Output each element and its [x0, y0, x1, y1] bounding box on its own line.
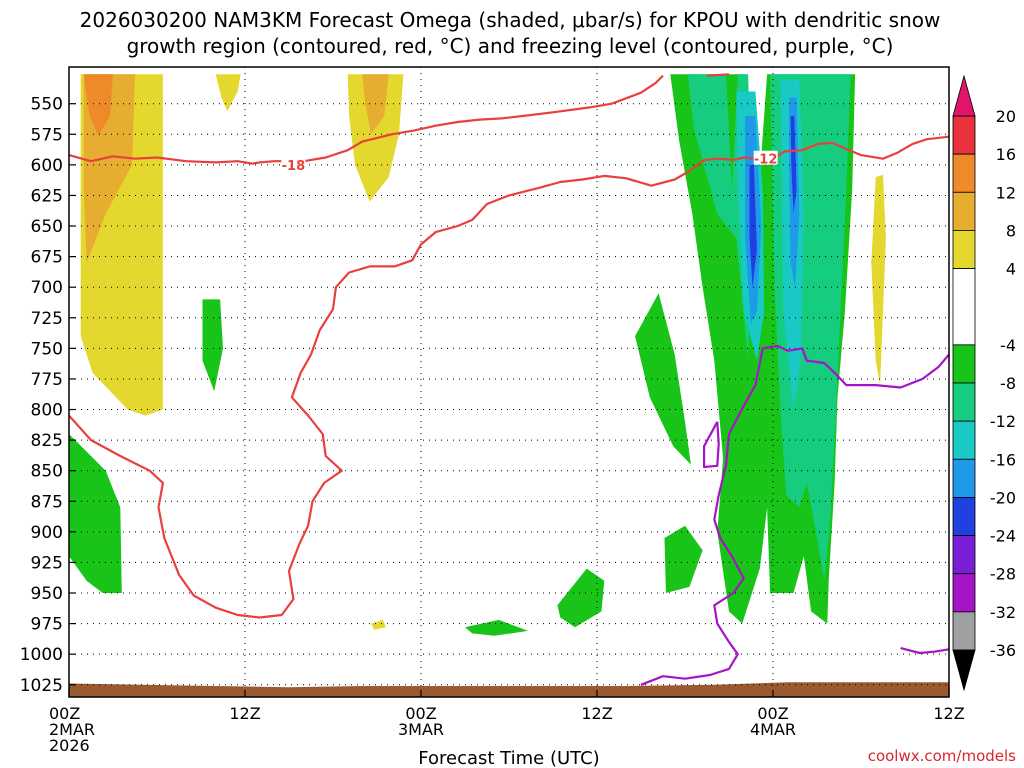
watermark: coolwx.com/models: [868, 747, 1016, 765]
y-tick-label: 1025: [20, 676, 63, 696]
contour-lines-layer: [69, 73, 949, 686]
y-tick-label: 925: [31, 553, 63, 573]
colorbar-label: -20: [990, 488, 1016, 507]
omega-8-main: [687, 74, 753, 361]
x-tick-label: 12Z: [581, 704, 612, 723]
colorbar-bin: [952, 573, 976, 613]
y-tick-label: 1000: [20, 645, 63, 665]
colorbar-under-triangle: [952, 649, 976, 692]
contour-label: -18: [282, 159, 306, 174]
colorbar-bin: [952, 153, 976, 193]
y-tick-label: 900: [31, 523, 63, 543]
colorbar-bin: [952, 115, 976, 155]
y-axis-ticks: 550 575 600 625 650 675 700 725 750 775 800 825 850 8…: [20, 95, 76, 696]
y-tick-label: 600: [31, 156, 63, 176]
colorbar-bin: [952, 344, 976, 384]
y-tick-label: 800: [31, 401, 63, 421]
y-tick-label: 750: [31, 339, 63, 359]
x-axis-label: Forecast Time (UTC): [418, 748, 599, 768]
y-tick-label: 725: [31, 309, 63, 329]
contour-labels-layer: -18 -12: [281, 150, 778, 174]
colorbar-bin: [952, 611, 976, 651]
colorbar-label: -28: [990, 565, 1016, 584]
colorbar: 20 16 12 8 4 -4 -8 -12 -16 -20 -24 -28 -32 -36: [952, 74, 1016, 692]
y-tick-label: 650: [31, 217, 63, 237]
x-tick-label: 12Z: [933, 704, 964, 723]
omega-4-cell-5: [664, 525, 703, 593]
colorbar-bin: [952, 420, 976, 460]
ground-ground: [69, 682, 949, 697]
colorbar-label: 20: [996, 107, 1016, 126]
0c-small-loop: [702, 421, 720, 469]
y-tick-label: 575: [31, 125, 63, 145]
x-tick-label: 4MAR: [750, 720, 796, 739]
plot-frame: [68, 66, 950, 698]
18c-isotherm-2: [706, 73, 730, 77]
colorbar-label: -12: [990, 412, 1016, 431]
y-tick-label: 850: [31, 462, 63, 482]
y-tick-label: 550: [31, 95, 63, 115]
contour-label: -12: [754, 153, 778, 168]
18c-isotherm: [69, 74, 664, 165]
colorbar-label: -36: [990, 641, 1016, 660]
colorbar-label: 8: [1006, 221, 1016, 240]
y-tick-label: 675: [31, 248, 63, 268]
colorbar-label: 12: [996, 183, 1016, 202]
omega-12-upper: [83, 74, 113, 136]
colorbar-label: -32: [990, 603, 1016, 622]
x-tick-label: 00Z: [405, 704, 436, 723]
12c-isotherm: [69, 135, 949, 619]
colorbar-label: 16: [996, 145, 1016, 164]
y-tick-label: 625: [31, 186, 63, 206]
colorbar-bin: [952, 458, 976, 498]
colorbar-bin: [952, 230, 976, 269]
y-tick-label: 875: [31, 492, 63, 512]
chart-title-line-2: growth region (contoured, red, °C) and f…: [127, 34, 894, 58]
colorbar-bin: [952, 382, 976, 422]
omega-4-cell-1: [202, 299, 223, 392]
colorbar-over-triangle: [952, 74, 976, 117]
colorbar-bin: [952, 497, 976, 536]
x-tick-label: 00Z: [757, 704, 788, 723]
colorbar-label: 4: [1006, 260, 1016, 279]
x-tick-label: 00Z: [49, 704, 80, 723]
omega-4-cell-2: [69, 434, 122, 593]
omega-4-dot: [371, 619, 386, 630]
colorbar-label: -16: [990, 450, 1016, 469]
contour-label-bg: [281, 156, 306, 171]
y-tick-label: 775: [31, 370, 63, 390]
chart-title-line-1: 2026030200 NAM3KM Forecast Omega (shaded…: [80, 8, 941, 32]
colorbar-bin: [952, 191, 976, 231]
colorbar-label: -4: [1000, 336, 1016, 355]
y-tick-label: 975: [31, 615, 63, 635]
contour-label-bg: [753, 150, 778, 165]
colorbar-bin: [952, 268, 976, 346]
x-tick-label: 2MAR: [49, 720, 95, 739]
colorbar-bin: [952, 535, 976, 575]
x-tick-label: 12Z: [229, 704, 260, 723]
omega-4-small-east: [871, 174, 886, 386]
x-tick-label: 3MAR: [398, 720, 444, 739]
y-tick-label: 700: [31, 278, 63, 298]
0c-freezing-level: [640, 344, 949, 686]
y-tick-label: 950: [31, 584, 63, 604]
omega-20-core-2: [790, 115, 797, 214]
omega-4-wisp: [215, 74, 241, 111]
omega-4-cell-3: [465, 619, 529, 636]
omega-8-plume: [362, 74, 389, 135]
colorbar-label: -8: [1000, 374, 1016, 393]
y-tick-label: 825: [31, 431, 63, 451]
0c-east-fragment: [900, 647, 949, 655]
omega-4-cell-4: [557, 568, 605, 628]
colorbar-label: -24: [990, 527, 1016, 546]
x-tick-label: 2026: [49, 736, 90, 755]
